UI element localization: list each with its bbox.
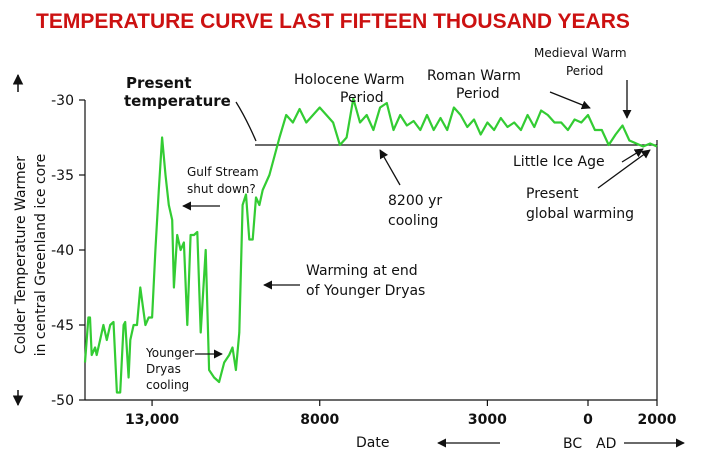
svg-text:of Younger Dryas: of Younger Dryas xyxy=(306,283,425,299)
svg-text:Holocene Warm: Holocene Warm xyxy=(294,72,404,88)
annotation-present-global-warming: Present global warming xyxy=(526,149,651,222)
svg-text:Dryas: Dryas xyxy=(146,362,181,376)
x-ticks: 13,000 8000 3000 0 2000 xyxy=(125,400,677,428)
y-tick-label: -45 xyxy=(51,318,74,334)
svg-text:Present: Present xyxy=(126,74,192,92)
y-tick-label: -30 xyxy=(51,93,74,109)
bc-label: BC xyxy=(563,436,582,452)
x-tick-label: 0 xyxy=(583,412,593,428)
annotation-roman-warm-period: Roman Warm Period xyxy=(427,68,591,110)
annotation-younger-dryas-warming: Warming at end of Younger Dryas xyxy=(263,263,425,299)
svg-text:cooling: cooling xyxy=(146,378,189,392)
svg-text:Present: Present xyxy=(526,186,579,202)
annotation-younger-dryas-cooling: Younger Dryas cooling xyxy=(145,346,223,392)
svg-text:global warming: global warming xyxy=(526,206,634,222)
x-tick-label: 8000 xyxy=(300,412,339,428)
era-indicator: BC AD xyxy=(437,436,685,452)
svg-text:8200 yr: 8200 yr xyxy=(388,193,442,209)
x-axis-label: Date xyxy=(356,435,389,451)
svg-text:Roman Warm: Roman Warm xyxy=(427,68,521,84)
svg-text:Gulf Stream: Gulf Stream xyxy=(187,165,259,179)
x-tick-label: 13,000 xyxy=(125,412,179,428)
y-axis-label-line-2: in central Greenland ice core xyxy=(33,154,49,357)
svg-text:Little Ice Age: Little Ice Age xyxy=(513,154,605,170)
ad-label: AD xyxy=(596,436,616,452)
y-tick-label: -40 xyxy=(51,243,74,259)
annotation-holocene-warm-period: Holocene Warm Period xyxy=(294,72,404,106)
annotation-8200-yr-cooling: 8200 yr cooling xyxy=(379,149,442,229)
x-tick-label: 3000 xyxy=(468,412,507,428)
annotation-present-temperature: Present temperature xyxy=(124,74,257,142)
svg-text:Period: Period xyxy=(340,90,384,106)
y-tick-label: -35 xyxy=(51,168,74,184)
svg-text:Younger: Younger xyxy=(145,346,194,360)
x-tick-label: 2000 xyxy=(638,412,677,428)
y-tick-label: -50 xyxy=(51,393,74,409)
y-axis-label: Colder Temperature Warmer in central Gre… xyxy=(12,73,49,407)
annotation-medieval-warm-period: Medieval Warm Period xyxy=(534,46,632,119)
annotation-little-ice-age: Little Ice Age xyxy=(513,148,644,170)
temperature-series-line xyxy=(83,97,658,394)
svg-text:cooling: cooling xyxy=(388,213,438,229)
chart-title: TEMPERATURE CURVE LAST FIFTEEN THOUSAND … xyxy=(36,10,630,33)
svg-text:shut down?: shut down? xyxy=(187,182,256,196)
annotation-gulf-stream: Gulf Stream shut down? xyxy=(182,165,259,211)
svg-text:temperature: temperature xyxy=(124,92,231,110)
svg-text:Period: Period xyxy=(566,64,603,78)
svg-text:Medieval Warm: Medieval Warm xyxy=(534,46,627,60)
y-axis-label-line-1: Colder Temperature Warmer xyxy=(13,156,29,354)
svg-text:Period: Period xyxy=(456,86,500,102)
svg-text:Warming at end: Warming at end xyxy=(306,263,418,279)
y-ticks: -30 -35 -40 -45 -50 xyxy=(51,93,85,409)
